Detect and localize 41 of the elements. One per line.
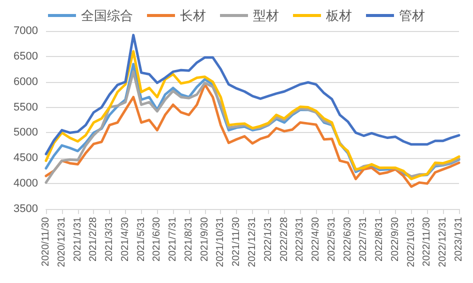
y-tick-label: 6500 bbox=[14, 50, 38, 62]
legend-label: 全国综合 bbox=[81, 8, 133, 23]
x-tick-label: 2022/5/31 bbox=[326, 216, 338, 262]
x-tick-label: 2022/3/31 bbox=[294, 216, 306, 262]
x-tick-label: 2021/5/31 bbox=[136, 216, 147, 262]
y-tick-label: 4500 bbox=[14, 152, 38, 164]
x-tick-label: 2021/1/31 bbox=[72, 216, 84, 262]
x-tick-label: 2021/10/31 bbox=[215, 216, 226, 268]
x-tick-label: 2021/2/28 bbox=[88, 216, 100, 262]
legend-label: 管材 bbox=[399, 8, 425, 23]
line-series bbox=[44, 34, 460, 156]
x-tick-label: 2022/7/31 bbox=[358, 216, 370, 262]
x-tick-label: 2021/8/31 bbox=[183, 216, 194, 262]
x-tick-label: 2022/4/30 bbox=[310, 216, 322, 262]
y-tick-label: 5500 bbox=[14, 101, 38, 114]
x-tick-label: 2022/11/30 bbox=[422, 216, 433, 266]
x-tick-label: 2022/6/30 bbox=[342, 216, 354, 262]
x-tick-label: 2022/12/31 bbox=[438, 216, 449, 268]
x-tick-label: 2021/11/30 bbox=[231, 216, 242, 266]
y-tick-label: 4000 bbox=[14, 178, 38, 190]
x-tick-label: 2023/1/31 bbox=[454, 216, 464, 262]
legend-label: 型材 bbox=[253, 8, 279, 23]
x-tick-label: 2021/9/30 bbox=[199, 216, 210, 262]
y-tick-label: 3500 bbox=[14, 203, 38, 215]
x-tick-label: 2021/12/31 bbox=[247, 216, 258, 268]
x-tick-label: 2022/2/28 bbox=[278, 216, 290, 262]
x-tick-label: 2020/11/30 bbox=[40, 216, 52, 266]
legend-label: 板材 bbox=[325, 8, 352, 23]
x-tick-label: 2022/1/31 bbox=[262, 216, 274, 262]
x-tick-label: 2022/8/31 bbox=[374, 216, 386, 262]
y-tick-label: 5000 bbox=[14, 126, 38, 139]
y-tick-label: 6000 bbox=[14, 76, 38, 88]
y-tick-label: 7000 bbox=[14, 25, 38, 37]
x-tick-label: 2022/10/31 bbox=[406, 216, 417, 268]
x-tick-label: 2021/3/31 bbox=[104, 216, 116, 262]
x-tick-label: 2022/9/30 bbox=[390, 216, 401, 262]
legend-label: 长材 bbox=[180, 8, 206, 23]
x-tick-label: 2021/7/31 bbox=[168, 216, 179, 262]
x-tick-label: 2020/12/31 bbox=[56, 216, 68, 268]
x-tick-label: 2021/4/30 bbox=[120, 216, 131, 262]
x-tick-label: 2021/6/30 bbox=[152, 216, 163, 262]
